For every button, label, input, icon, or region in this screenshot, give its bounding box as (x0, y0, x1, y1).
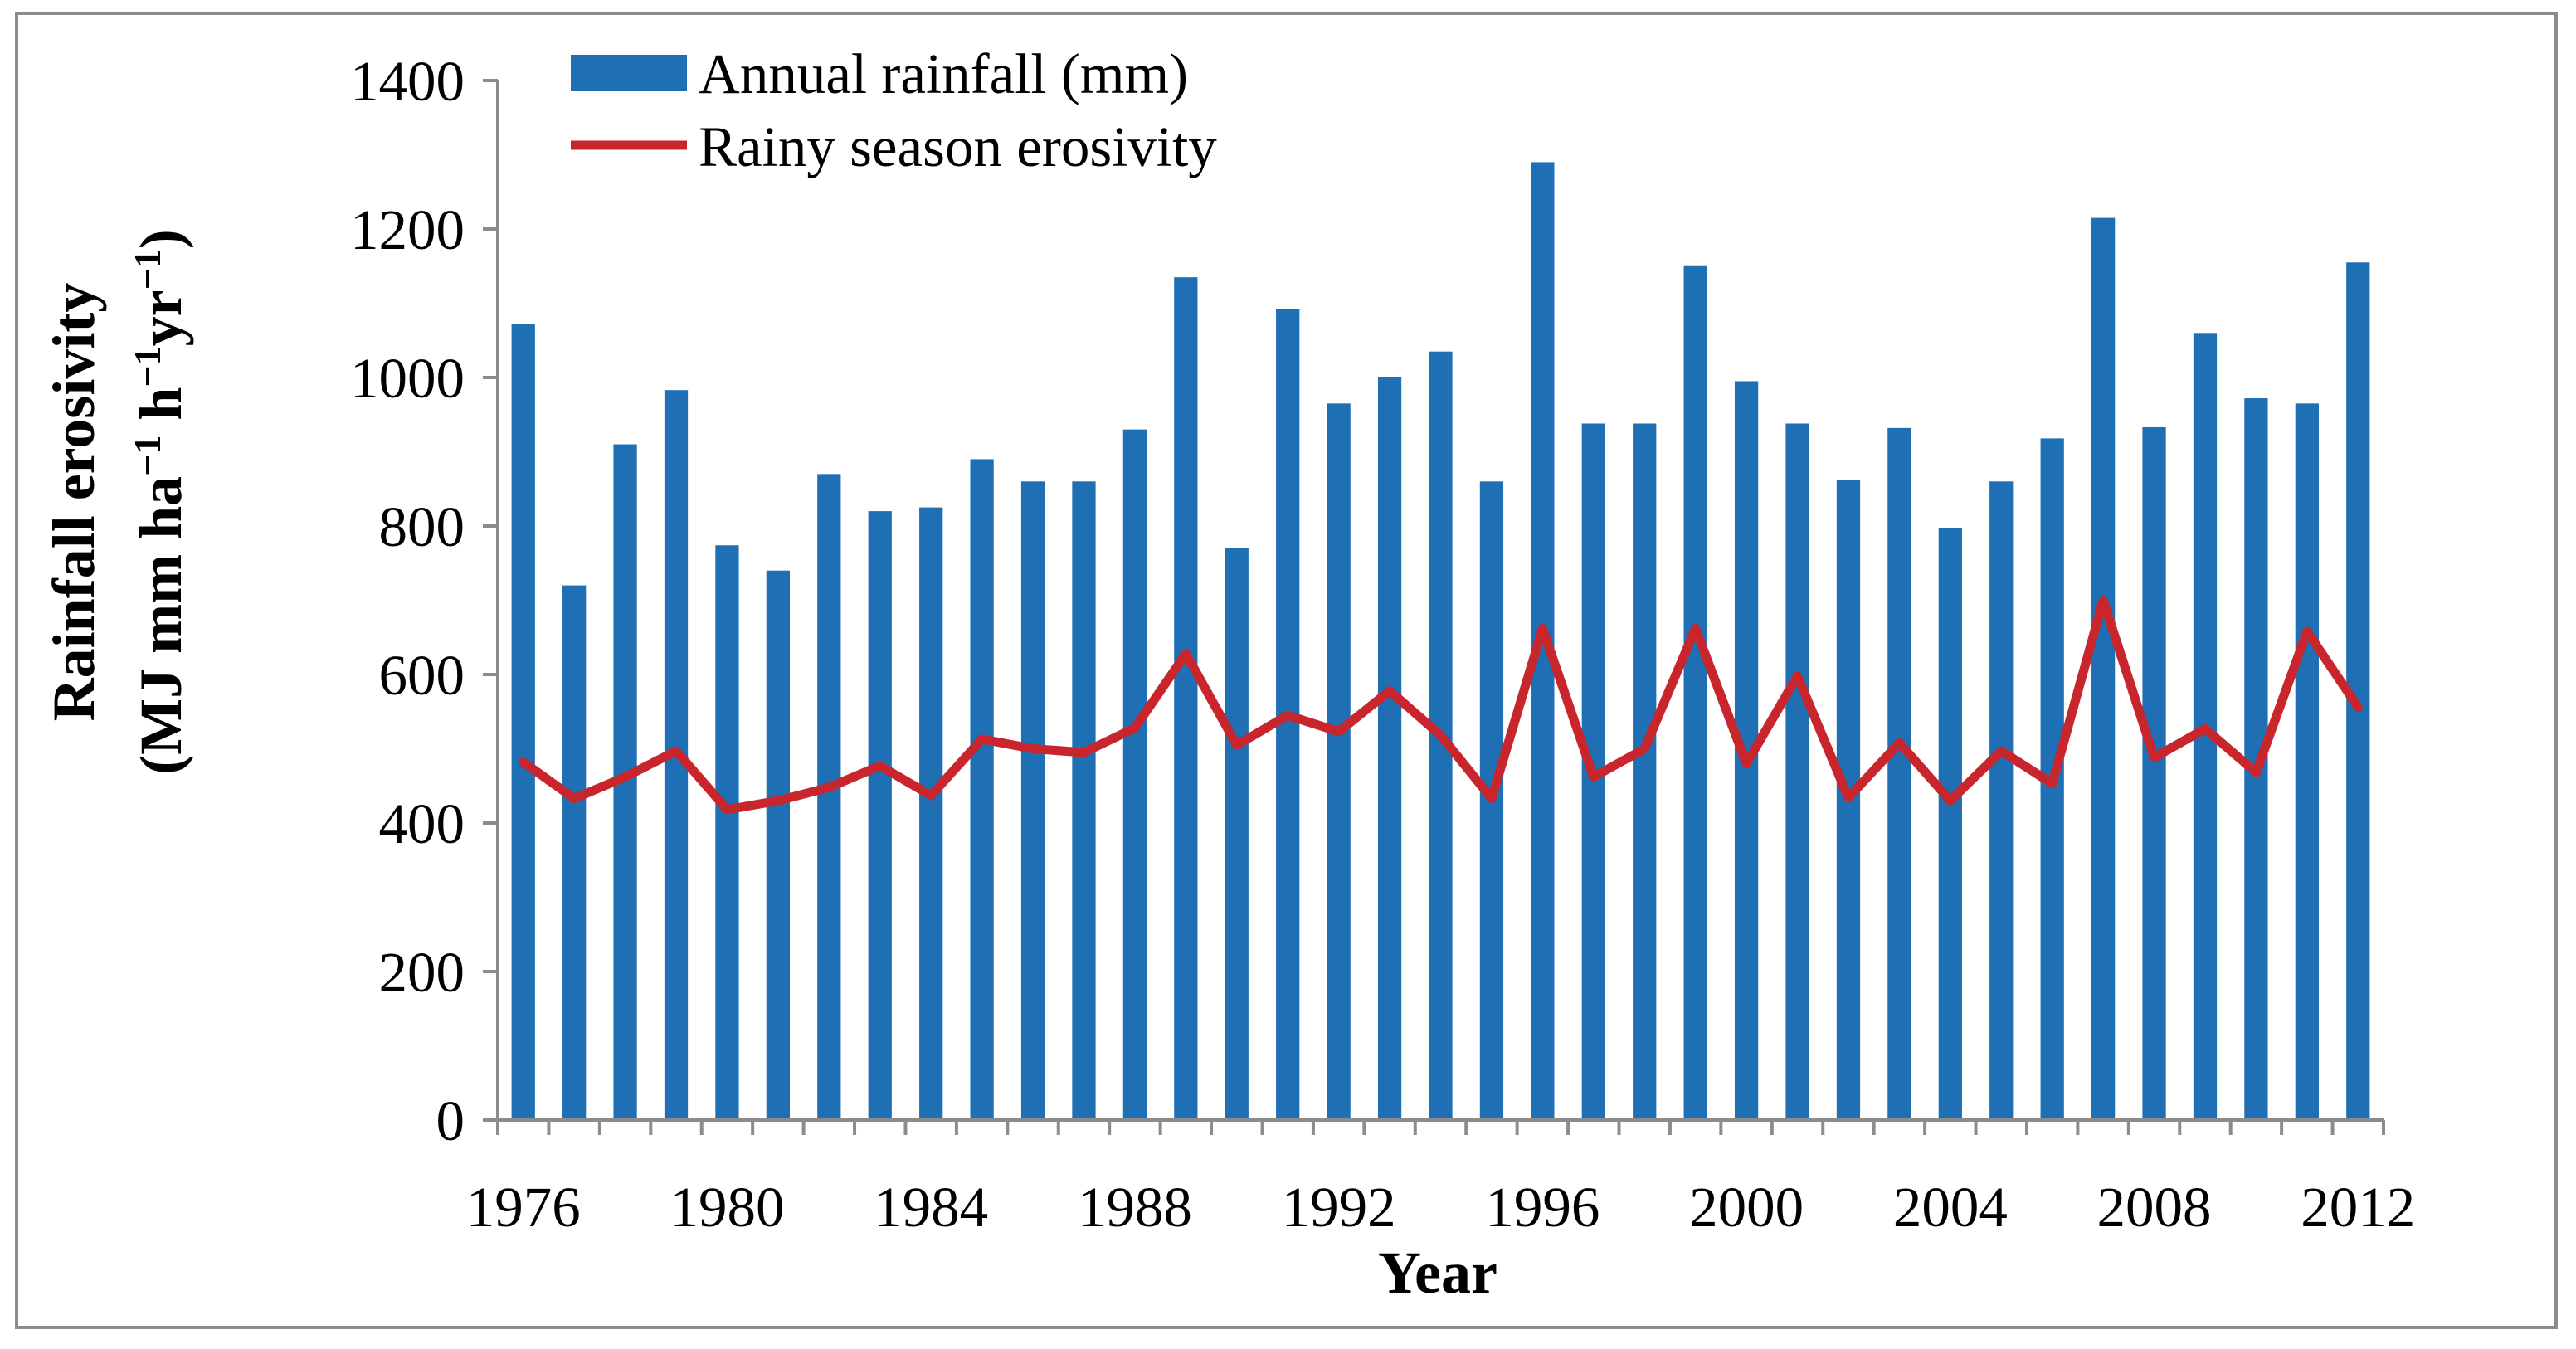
bar-1983 (868, 511, 892, 1120)
bar-1989 (1174, 277, 1198, 1120)
y-axis-units: (MJ mm ha−1 h−1yr−1) (126, 229, 195, 775)
x-axis-title: Year (1378, 1239, 1497, 1306)
y-unit-part: ) (128, 229, 194, 249)
bar-1988 (1122, 429, 1147, 1120)
y-unit-exp: −1 (126, 436, 168, 476)
bar-2008 (2142, 426, 2166, 1120)
bar-2007 (2091, 217, 2116, 1121)
bar-2005 (1989, 481, 2014, 1120)
legend: Annual rainfall (mm) Rainy season erosiv… (571, 42, 1217, 178)
legend-swatch-rainfall (571, 55, 687, 91)
line-series (519, 596, 2363, 815)
bar-1998 (1633, 423, 1657, 1120)
bar-1990 (1225, 548, 1249, 1120)
x-tick-label: 2004 (1893, 1176, 2008, 1239)
y-unit-part: yr (128, 290, 194, 346)
bar-2001 (1785, 423, 1809, 1120)
y-tick-label: 800 (379, 495, 465, 558)
x-tick-label: 2000 (1689, 1176, 1804, 1239)
y-tick-labels: 0 200 400 600 800 1000 1200 1400 (350, 50, 465, 1152)
y-axis-title-line2: (MJ mm ha−1 h−1yr−1) (126, 229, 195, 775)
bar-1982 (817, 474, 841, 1120)
x-tick-label: 1992 (1282, 1176, 1396, 1239)
bar-1993 (1377, 377, 1402, 1120)
bar-2011 (2295, 403, 2319, 1120)
bar-1976 (511, 324, 535, 1120)
bar-1987 (1072, 481, 1096, 1120)
x-tick-label: 1980 (670, 1176, 784, 1239)
legend-label-rainfall: Annual rainfall (mm) (699, 42, 1188, 105)
y-tick-label: 0 (436, 1089, 465, 1152)
y-unit-exp: −1 (126, 249, 168, 290)
bar-series (511, 162, 2370, 1121)
x-tick-labels: 1976 1980 1984 1988 1992 1996 2000 2004 2008 2012 (466, 1176, 2416, 1239)
y-tick-label: 600 (379, 644, 465, 707)
x-tick-label: 1996 (1485, 1176, 1600, 1239)
y-tick-label: 400 (379, 792, 465, 855)
bar-2004 (1938, 528, 1962, 1120)
y-tick-label: 1000 (350, 347, 465, 410)
bar-1981 (766, 570, 791, 1120)
bar-1977 (562, 585, 587, 1120)
x-tick-label: 2012 (2301, 1176, 2415, 1239)
legend-label-erosivity: Rainy season erosivity (699, 115, 1217, 178)
y-tick-label: 1400 (350, 50, 465, 113)
y-tick-label: 1200 (350, 198, 465, 261)
bar-2003 (1887, 427, 1911, 1120)
bar-1984 (919, 507, 943, 1120)
bar-1980 (715, 545, 739, 1120)
bar-1986 (1020, 481, 1045, 1120)
x-tick-label: 1984 (874, 1176, 988, 1239)
y-unit-exp: −1 (126, 346, 168, 387)
y-unit-part: (MJ mm ha (128, 476, 194, 775)
bar-1999 (1683, 265, 1707, 1120)
y-axis-title: Rainfall erosivity (41, 283, 107, 722)
x-tick-label: 1976 (466, 1176, 581, 1239)
axes (483, 79, 2385, 1135)
y-unit-part: h (128, 387, 194, 436)
bar-1992 (1327, 403, 1351, 1120)
bar-1985 (970, 459, 994, 1120)
y-tick-label: 200 (379, 941, 465, 1004)
x-tick-label: 1988 (1078, 1176, 1192, 1239)
x-tick-label: 2008 (2097, 1176, 2212, 1239)
y-axis-title-line1: Rainfall erosivity (41, 283, 107, 722)
